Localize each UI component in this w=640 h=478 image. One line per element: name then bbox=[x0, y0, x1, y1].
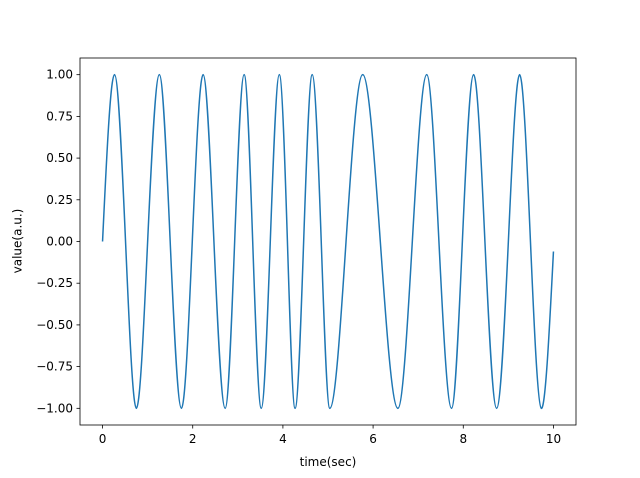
x-tick-label: 10 bbox=[546, 432, 561, 446]
y-tick-label: −0.75 bbox=[36, 360, 73, 374]
y-tick-label: 0.25 bbox=[46, 193, 73, 207]
line-series bbox=[101, 73, 555, 410]
y-tick-label: 1.00 bbox=[46, 68, 73, 82]
x-tick-label: 2 bbox=[189, 432, 197, 446]
x-tick-label: 6 bbox=[369, 432, 377, 446]
x-tick-label: 8 bbox=[459, 432, 467, 446]
y-tick-label: −0.50 bbox=[36, 318, 73, 332]
y-tick-label: −0.25 bbox=[36, 276, 73, 290]
x-tick-label: 0 bbox=[99, 432, 107, 446]
x-tick-label: 4 bbox=[279, 432, 287, 446]
y-tick-label: −1.00 bbox=[36, 401, 73, 415]
x-axis-label: time(sec) bbox=[300, 455, 357, 469]
y-tick-label: 0.75 bbox=[46, 109, 73, 123]
y-tick-label: 0.50 bbox=[46, 151, 73, 165]
y-axis-label: value(a.u.) bbox=[11, 209, 25, 274]
y-tick-label: 0.00 bbox=[46, 235, 73, 249]
